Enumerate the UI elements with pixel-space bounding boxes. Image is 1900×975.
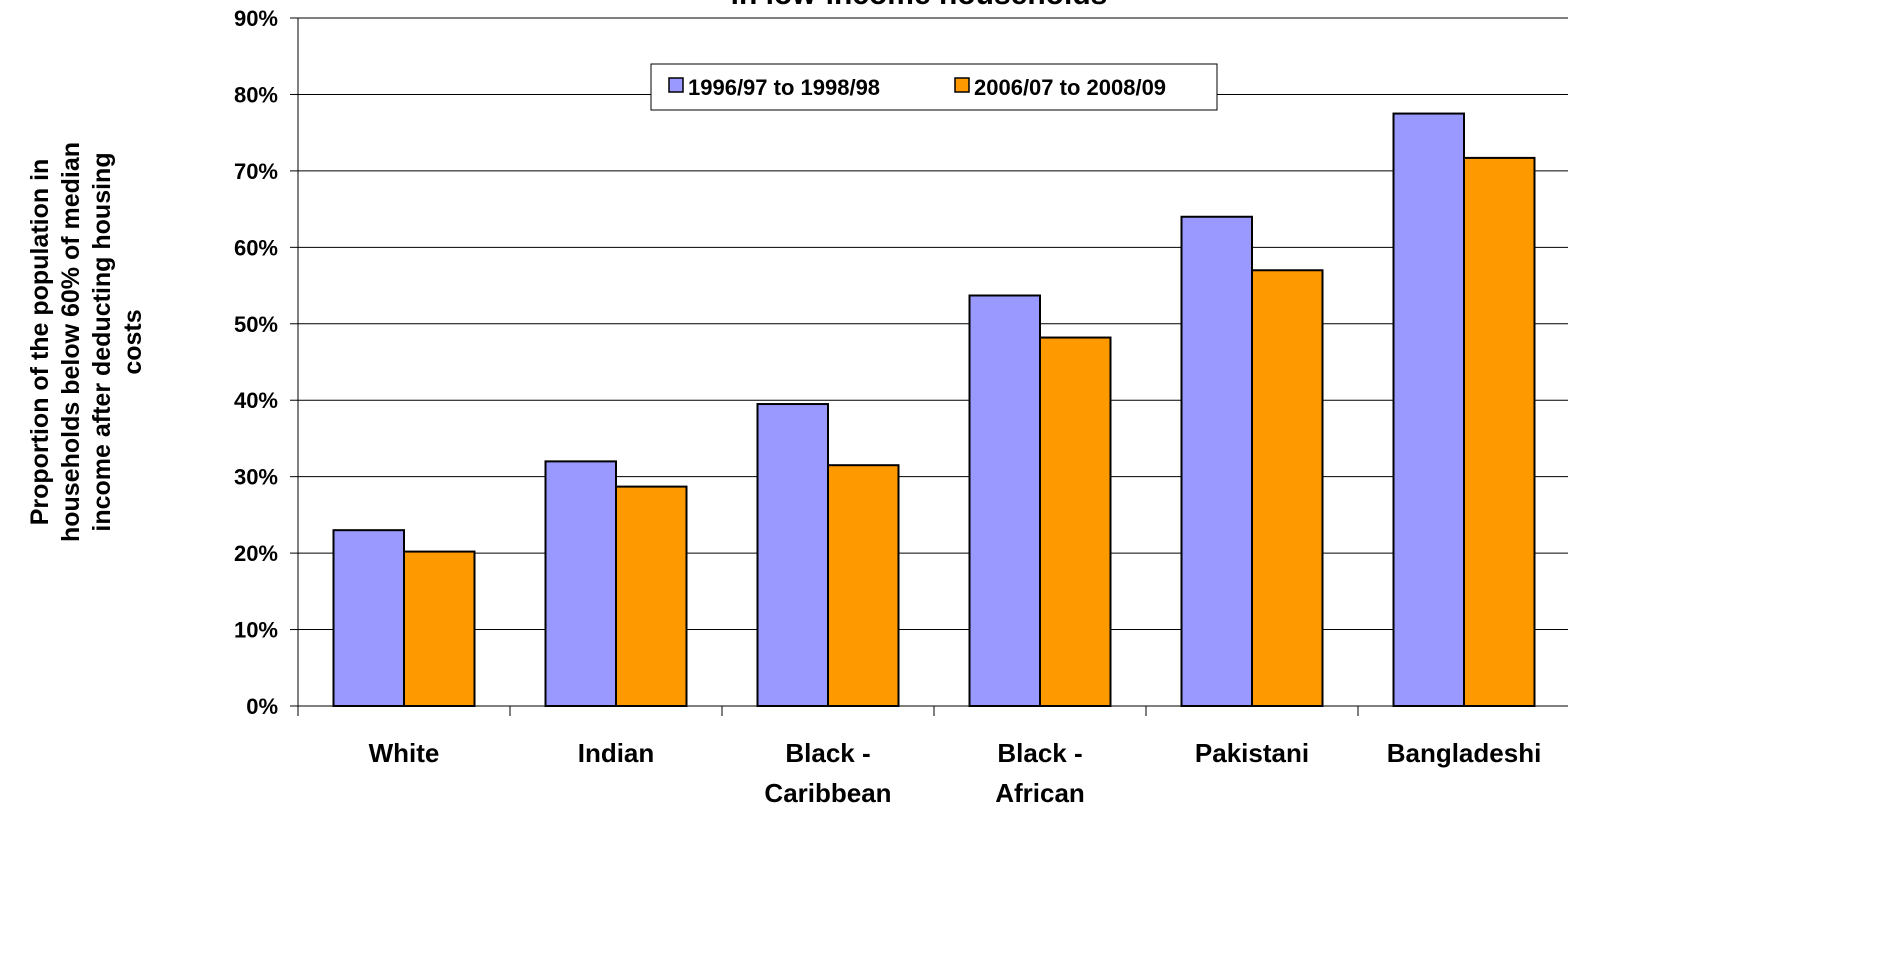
x-tick-label: Bangladeshi [1387, 738, 1542, 768]
x-tick-label: White [369, 738, 440, 768]
chart: in low-income households Proportion of t… [26, 0, 1568, 806]
bar-series-1 [544, 460, 617, 707]
bar-series-2 [1463, 156, 1536, 708]
y-tick-label: 80% [234, 82, 278, 107]
y-tick-label: 70% [234, 159, 278, 184]
x-tick-label: Pakistani [1195, 738, 1309, 768]
y-axis-label-line-4: costs [119, 309, 147, 374]
x-tick-label: Indian [578, 738, 655, 768]
bars [332, 112, 1536, 708]
legend-box [650, 63, 1218, 111]
x-axis-labels: White Indian Black - Caribbean Black - Africa… [369, 738, 1542, 806]
bar-series-1 [1392, 112, 1465, 708]
y-tick-label: 10% [234, 618, 278, 643]
bar-series-2 [615, 485, 688, 707]
bar-series-1 [756, 403, 829, 707]
legend-label-series-2: 2006/07 to 2008/09 [974, 75, 1166, 100]
bar-series-2 [1039, 336, 1112, 707]
y-tick-label: 40% [234, 388, 278, 413]
y-tick-label: 20% [234, 541, 278, 566]
bar-series-1 [968, 294, 1041, 707]
y-tick-label: 90% [234, 6, 278, 31]
y-tick-label: 30% [234, 465, 278, 490]
bar-series-2 [403, 550, 476, 707]
x-tick-label: Black - [997, 738, 1082, 768]
bar-series-1 [1180, 215, 1253, 707]
x-tick-label: Black - [785, 738, 870, 768]
y-tick-label: 60% [234, 235, 278, 260]
x-tick-label: Caribbean [764, 778, 891, 806]
legend: 1996/97 to 1998/98 2006/07 to 2008/09 [650, 63, 1218, 111]
legend-label-series-1: 1996/97 to 1998/98 [688, 75, 880, 100]
bar-series-1 [332, 529, 405, 708]
bar-series-2 [1251, 269, 1324, 707]
y-axis-label-line-2: households below 60% of median [57, 142, 85, 542]
y-axis-label: Proportion of the population in househol… [26, 142, 147, 542]
legend-swatch-series-2 [954, 77, 970, 93]
y-axis-ticks: 0% 10% 20% 30% 40% 50% 60% 70% 80% 90% [234, 6, 298, 719]
bar-series-2 [827, 464, 900, 708]
gridlines [298, 17, 1568, 631]
axes [297, 18, 1568, 716]
y-tick-label: 50% [234, 312, 278, 337]
chart-title: in low-income households [731, 0, 1108, 11]
legend-swatch-series-1 [668, 77, 684, 93]
y-axis-label-line-3: income after deducting housing [88, 152, 116, 531]
y-tick-label: 0% [246, 694, 278, 719]
x-tick-label: African [995, 778, 1085, 806]
y-axis-label-line-1: Proportion of the population in [26, 159, 54, 526]
